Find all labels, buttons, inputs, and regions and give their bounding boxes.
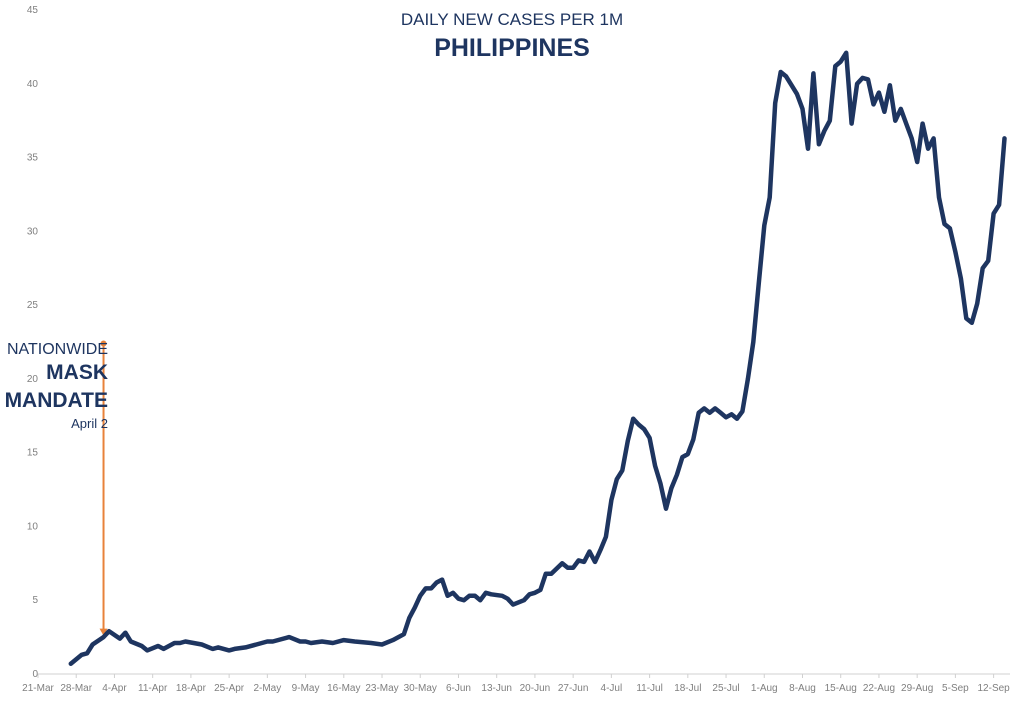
y-tick-label: 25 bbox=[27, 300, 39, 311]
annotation-date: April 2 bbox=[71, 416, 108, 431]
chart-title: DAILY NEW CASES PER 1M bbox=[400, 10, 624, 29]
x-tick-label: 29-Aug bbox=[901, 683, 933, 694]
x-tick-label: 8-Aug bbox=[789, 683, 816, 694]
x-tick-label: 25-Apr bbox=[214, 683, 245, 694]
x-tick-label: 2-May bbox=[253, 683, 281, 694]
y-tick-label: 5 bbox=[32, 595, 38, 606]
series-layer bbox=[68, 50, 1007, 666]
y-tick-label: 45 bbox=[27, 5, 39, 16]
x-tick-label: 13-Jun bbox=[481, 683, 512, 694]
x-tick-label: 5-Sep bbox=[942, 683, 969, 694]
y-tick-label: 35 bbox=[27, 153, 39, 164]
annotation-nationwide: NATIONWIDE bbox=[6, 341, 108, 358]
annotation-mask: MASK bbox=[46, 361, 108, 384]
x-tick-label: 15-Aug bbox=[825, 683, 857, 694]
x-axis: 21-Mar 28-Mar 4-Apr 11-Apr 18-Apr 25-Apr 2-May… bbox=[22, 673, 1010, 694]
annotation-mandate: MANDATE bbox=[4, 389, 108, 412]
y-tick-label: 40 bbox=[27, 79, 39, 90]
x-tick-label: 9-May bbox=[292, 683, 320, 694]
x-tick-label: 30-May bbox=[404, 683, 437, 694]
y-axis: 0 5 10 15 20 25 30 35 40 45 bbox=[27, 5, 39, 680]
x-tick-label: 28-Mar bbox=[60, 683, 92, 694]
series-line-daily-new-cases bbox=[68, 50, 1007, 666]
y-tick-label: 20 bbox=[27, 374, 39, 385]
x-tick-label: 27-Jun bbox=[558, 683, 589, 694]
annotation-arrowhead bbox=[99, 628, 108, 636]
x-tick-label: 12-Sep bbox=[977, 683, 1010, 694]
x-tick-label: 6-Jun bbox=[446, 683, 471, 694]
x-tick-label: 11-Jul bbox=[636, 683, 663, 694]
y-tick-label: 30 bbox=[27, 226, 39, 237]
y-tick-label: 10 bbox=[27, 521, 39, 532]
y-tick-label: 15 bbox=[27, 448, 39, 459]
x-tick-label: 1-Aug bbox=[751, 683, 778, 694]
x-tick-label: 22-Aug bbox=[863, 683, 895, 694]
x-tick-label: 4-Jul bbox=[601, 683, 623, 694]
chart-subtitle: PHILIPPINES bbox=[434, 34, 590, 62]
x-tick-label: 16-May bbox=[327, 683, 360, 694]
x-tick-label: 25-Jul bbox=[712, 683, 739, 694]
x-tick-label: 18-Apr bbox=[176, 683, 207, 694]
x-tick-label: 20-Jun bbox=[520, 683, 551, 694]
x-tick-label: 18-Jul bbox=[674, 683, 701, 694]
mask-mandate-arrow bbox=[99, 340, 108, 636]
x-tick-label: 23-May bbox=[365, 683, 398, 694]
y-tick-label: 0 bbox=[32, 669, 38, 680]
x-tick-label: 11-Apr bbox=[138, 683, 168, 694]
x-tick-label: 4-Apr bbox=[102, 683, 127, 694]
x-tick-label: 21-Mar bbox=[22, 683, 54, 694]
